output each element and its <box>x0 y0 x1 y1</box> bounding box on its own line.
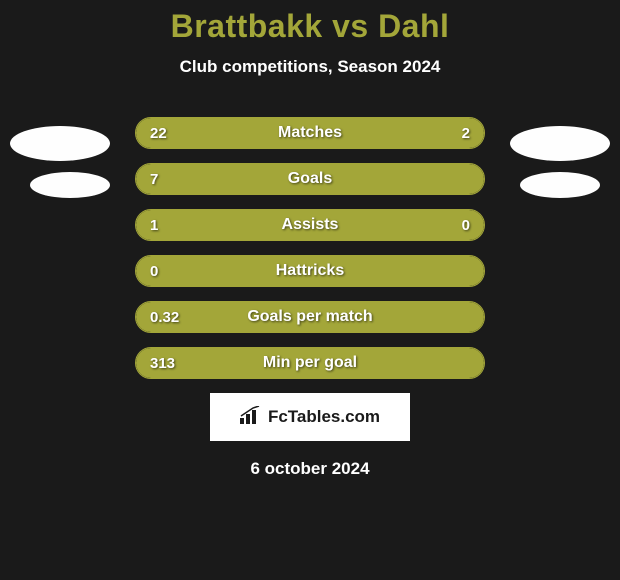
stat-value-left: 0.32 <box>150 302 179 332</box>
stat-value-left: 0 <box>150 256 158 286</box>
stat-label: Assists <box>136 210 484 240</box>
player-right-avatar-secondary <box>520 172 600 198</box>
stat-value-left: 22 <box>150 118 167 148</box>
stat-row: Assists1 0 <box>135 209 485 241</box>
stat-label: Goals per match <box>136 302 484 332</box>
subtitle: Club competitions, Season 2024 <box>0 57 620 77</box>
stat-row: Goals7 <box>135 163 485 195</box>
comparison-infographic: Brattbakk vs Dahl Club competitions, Sea… <box>0 0 620 479</box>
stat-row: Hattricks0 <box>135 255 485 287</box>
stat-label: Matches <box>136 118 484 148</box>
stats-rows: Matches222Goals7Assists10Hattricks0Goals… <box>135 117 485 379</box>
stat-row: Matches222 <box>135 117 485 149</box>
source-text: FcTables.com <box>268 407 380 427</box>
stat-value-left: 313 <box>150 348 175 378</box>
player-right-avatar <box>510 126 610 161</box>
chart-icon <box>240 406 262 429</box>
date-label: 6 october 2024 <box>0 459 620 479</box>
stat-value-left: 7 <box>150 164 158 194</box>
stat-label: Goals <box>136 164 484 194</box>
stat-value-left: 1 <box>150 210 158 240</box>
player-left-avatar <box>10 126 110 161</box>
player-left-avatar-secondary <box>30 172 110 198</box>
stat-value-right: 0 <box>462 210 470 240</box>
stat-label: Min per goal <box>136 348 484 378</box>
comparison-area: Matches222Goals7Assists10Hattricks0Goals… <box>0 117 620 479</box>
source-badge: FcTables.com <box>210 393 410 441</box>
stat-row: Goals per match0.32 <box>135 301 485 333</box>
stat-value-right: 2 <box>462 118 470 148</box>
stat-row: Min per goal313 <box>135 347 485 379</box>
page-title: Brattbakk vs Dahl <box>0 8 620 45</box>
stat-label: Hattricks <box>136 256 484 286</box>
